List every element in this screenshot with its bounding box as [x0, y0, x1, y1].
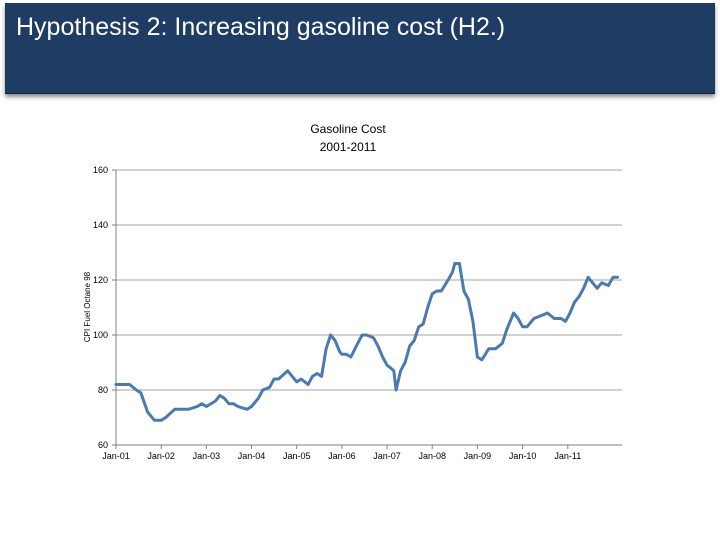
y-tick-label-140: 140	[93, 220, 108, 230]
chart-title-line-1: Gasoline Cost	[310, 122, 386, 136]
y-axis-label: CPI Fuel Octane 98	[83, 271, 92, 342]
y-tick-label-60: 60	[98, 440, 108, 450]
y-tick-label-100: 100	[93, 330, 108, 340]
x-tick-label-2005: Jan-05	[283, 451, 311, 461]
slide-title: Hypothesis 2: Increasing gasoline cost (…	[16, 13, 506, 41]
y-tick-label-160: 160	[93, 165, 108, 175]
x-tick-label-2008: Jan-08	[418, 451, 446, 461]
x-tick-label-2011: Jan-11	[554, 451, 581, 461]
x-tick-label-2006: Jan-06	[328, 451, 356, 461]
chart-title-line-2: 2001-2011	[320, 140, 377, 154]
x-tick-label-2009: Jan-09	[464, 451, 492, 461]
y-tick-label-120: 120	[93, 275, 108, 285]
x-tick-label-2010: Jan-10	[509, 451, 537, 461]
series-line-0	[114, 262, 619, 422]
x-tick-label-2001: Jan-01	[102, 451, 130, 461]
x-tick-label-2007: Jan-07	[373, 451, 401, 461]
title-banner: Hypothesis 2: Increasing gasoline cost (…	[5, 3, 715, 94]
x-tick-label-2003: Jan-03	[193, 451, 221, 461]
y-tick-label-80: 80	[98, 385, 108, 395]
x-tick-label-2004: Jan-04	[238, 451, 266, 461]
x-tick-label-2002: Jan-02	[147, 451, 175, 461]
